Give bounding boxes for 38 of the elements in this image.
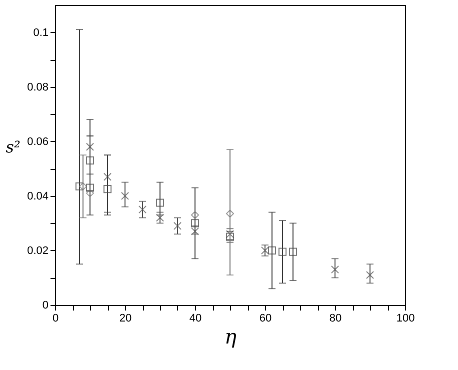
point <box>86 142 94 151</box>
y-tick-label: 0.1 <box>33 26 48 39</box>
point <box>226 232 234 241</box>
point <box>173 222 182 230</box>
x-tick-label: 60 <box>259 312 272 324</box>
y-tick-label: 0.06 <box>27 136 48 148</box>
point <box>268 246 276 254</box>
point <box>156 214 164 222</box>
point <box>190 219 200 228</box>
point <box>330 266 340 274</box>
point <box>120 192 130 200</box>
x-tick-label: 40 <box>189 312 202 324</box>
point <box>156 198 164 207</box>
point <box>78 182 88 190</box>
point <box>226 210 234 218</box>
point <box>278 248 287 256</box>
point <box>366 270 374 280</box>
point <box>103 185 112 194</box>
point <box>226 230 234 238</box>
point <box>190 210 200 220</box>
point <box>103 172 112 181</box>
point <box>288 248 298 256</box>
y-tick-label: 0.02 <box>27 244 48 257</box>
y-tick-label: 0 <box>42 300 48 312</box>
point <box>138 206 147 214</box>
point <box>190 227 200 236</box>
point <box>86 189 94 198</box>
x-tick-label: 100 <box>396 312 415 324</box>
x-axis-title: η <box>224 324 237 348</box>
y-axis-title: s² <box>6 138 20 156</box>
point <box>86 156 94 164</box>
y-tick-label: 0.04 <box>27 190 48 202</box>
x-tick-label: 0 <box>52 312 59 324</box>
x-tick-label: 20 <box>119 312 132 324</box>
point <box>260 246 270 254</box>
x-tick-label: 80 <box>329 312 342 324</box>
y-tick-label: 0.08 <box>27 81 48 94</box>
point <box>86 184 94 192</box>
